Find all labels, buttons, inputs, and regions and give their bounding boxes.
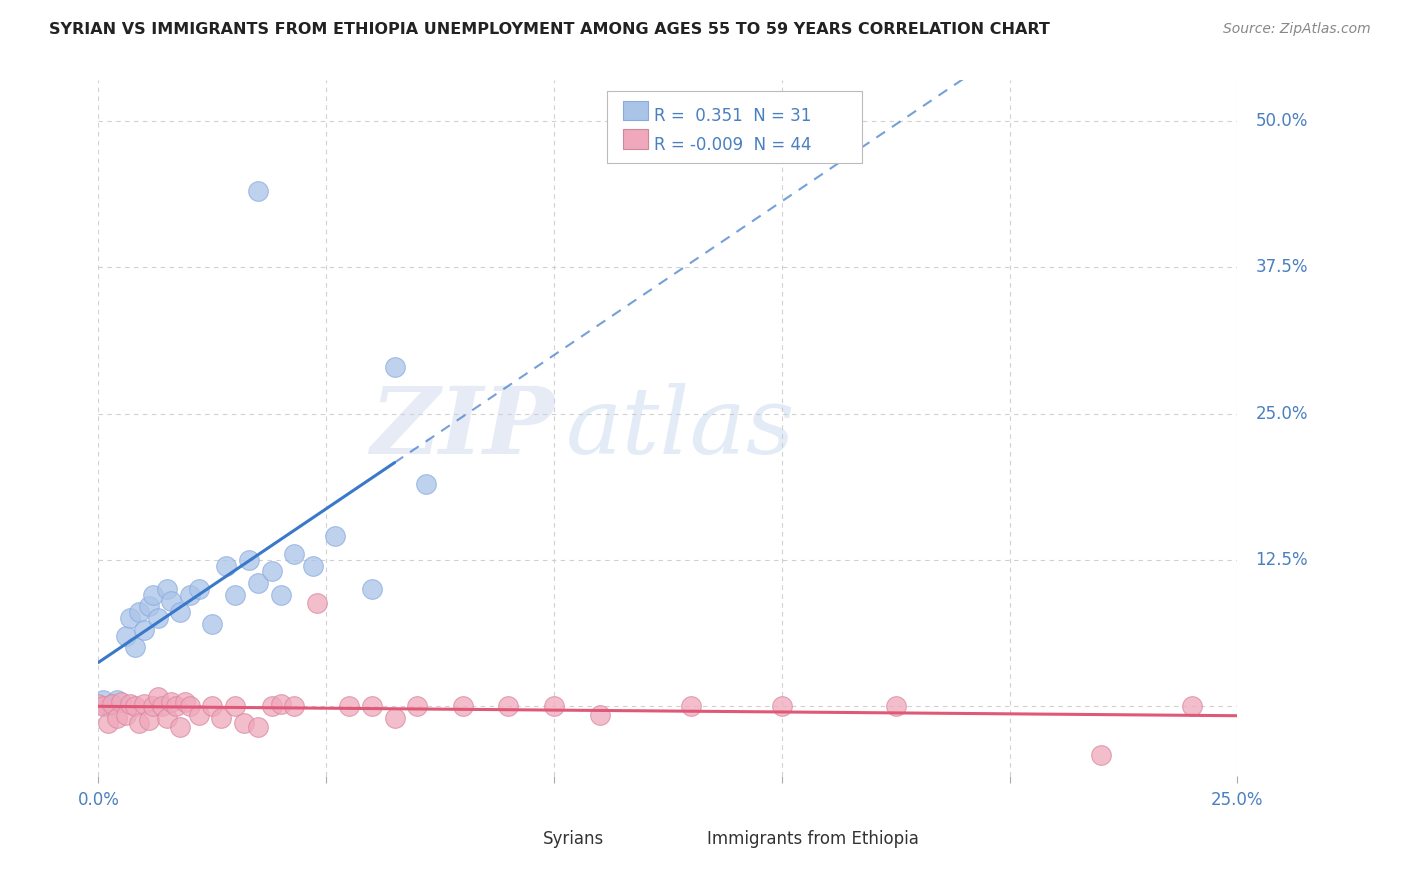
Point: [124, 640, 146, 655]
Point: [201, 617, 224, 632]
Point: [360, 582, 382, 596]
Point: [138, 599, 160, 614]
Point: [150, 698, 173, 713]
Point: [246, 720, 269, 734]
Point: [323, 529, 346, 543]
Point: [160, 695, 183, 709]
Text: SYRIAN VS IMMIGRANTS FROM ETHIOPIA UNEMPLOYMENT AMONG AGES 55 TO 59 YEARS CORREL: SYRIAN VS IMMIGRANTS FROM ETHIOPIA UNEMP…: [49, 22, 1050, 37]
Point: [169, 720, 191, 734]
Point: [120, 697, 142, 711]
Point: [124, 698, 146, 713]
Point: [246, 185, 269, 199]
Point: [201, 698, 224, 713]
Point: [120, 611, 142, 625]
Text: Syrians: Syrians: [543, 830, 603, 847]
Point: [169, 605, 191, 619]
Point: [156, 710, 179, 724]
Point: [101, 697, 124, 711]
Point: [105, 710, 128, 724]
Point: [498, 698, 520, 713]
Point: [307, 596, 329, 610]
Point: [679, 698, 702, 713]
Point: [451, 698, 474, 713]
Point: [179, 588, 201, 602]
Point: [260, 698, 283, 713]
Point: [224, 588, 246, 602]
Point: [187, 708, 209, 723]
Point: [179, 698, 201, 713]
Point: [384, 710, 406, 724]
Point: [114, 629, 136, 643]
Point: [360, 698, 382, 713]
Point: [301, 558, 323, 573]
Point: [142, 698, 165, 713]
Point: [114, 708, 136, 723]
Point: [105, 693, 128, 707]
Text: 50.0%: 50.0%: [1256, 112, 1308, 130]
Point: [384, 359, 406, 374]
Point: [174, 695, 197, 709]
Point: [138, 713, 160, 727]
Text: 25.0%: 25.0%: [1256, 405, 1308, 423]
Point: [1090, 747, 1112, 762]
Point: [132, 697, 155, 711]
Point: [132, 623, 155, 637]
Point: [96, 716, 118, 731]
Text: R = -0.009  N = 44: R = -0.009 N = 44: [654, 136, 811, 153]
Point: [770, 698, 793, 713]
Point: [91, 693, 114, 707]
Point: [884, 698, 907, 713]
Point: [128, 605, 150, 619]
Point: [215, 558, 238, 573]
Text: Source: ZipAtlas.com: Source: ZipAtlas.com: [1223, 22, 1371, 37]
Point: [238, 552, 260, 566]
Point: [415, 476, 437, 491]
Point: [1181, 698, 1204, 713]
Point: [91, 698, 114, 713]
Point: [337, 698, 360, 713]
Point: [588, 708, 610, 723]
Text: Immigrants from Ethiopia: Immigrants from Ethiopia: [707, 830, 918, 847]
Text: 12.5%: 12.5%: [1256, 550, 1308, 569]
Point: [101, 697, 124, 711]
Point: [87, 697, 110, 711]
Point: [209, 710, 232, 724]
Point: [96, 698, 118, 713]
Point: [146, 611, 169, 625]
Point: [406, 698, 429, 713]
Point: [246, 576, 269, 591]
Point: [160, 593, 183, 607]
Point: [165, 698, 187, 713]
Point: [128, 716, 150, 731]
Point: [270, 588, 292, 602]
Point: [543, 698, 565, 713]
Point: [156, 582, 179, 596]
Point: [260, 565, 283, 579]
Text: R =  0.351  N = 31: R = 0.351 N = 31: [654, 107, 811, 125]
Point: [146, 690, 169, 704]
Point: [283, 698, 305, 713]
Text: ZIP: ZIP: [370, 384, 554, 473]
Point: [224, 698, 246, 713]
Text: 37.5%: 37.5%: [1256, 259, 1308, 277]
Point: [187, 582, 209, 596]
FancyBboxPatch shape: [503, 825, 534, 853]
Point: [283, 547, 305, 561]
Point: [142, 588, 165, 602]
Text: atlas: atlas: [565, 384, 794, 473]
Point: [270, 697, 292, 711]
Point: [233, 716, 256, 731]
FancyBboxPatch shape: [668, 825, 700, 853]
Point: [110, 695, 132, 709]
